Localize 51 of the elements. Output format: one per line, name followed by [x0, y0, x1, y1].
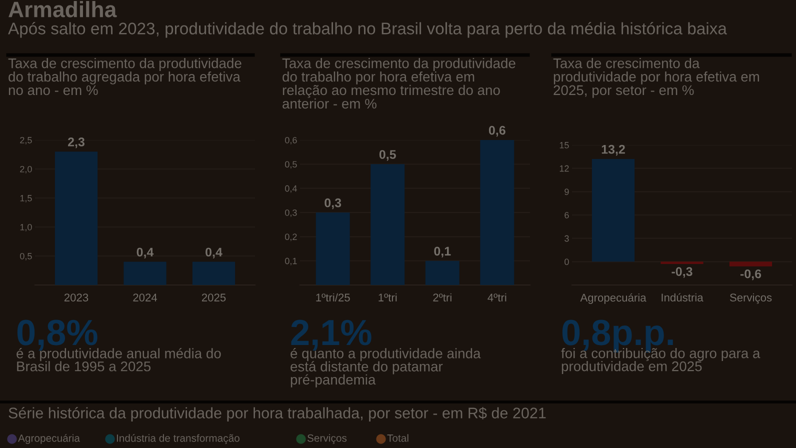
y-tick-label: 3 [564, 235, 569, 242]
y-tick-label: 0 [564, 258, 569, 266]
bar [370, 164, 405, 285]
y-tick-label: 1,5 [20, 195, 32, 202]
x-tick-label: 2023 [64, 294, 88, 302]
x-tick-label: 1ºtri/25 [316, 293, 350, 302]
chart-title: Taxa de crescimento da produtividade do trabalho por hora efetiva em relação ao mesmo trimestre do ano anterior - em % [282, 58, 516, 109]
y-tick-label: 0,2 [285, 234, 297, 242]
text: Agropecuária [18, 434, 80, 444]
data-label: 2,3 [68, 138, 84, 148]
text: Após salto em 2023, produtividade do trabalho no Brasil volta para perto da média histórica baixa [8, 22, 727, 38]
chart-title: Taxa de crescimento da produtividade por hora efetiva em 2025, por setor - em % [553, 58, 759, 98]
x-tick-label: Indústria [662, 293, 704, 302]
y-tick-label: 0,4 [285, 185, 297, 193]
y-tick-label: 0,6 [285, 136, 297, 144]
y-tick-label: 2,0 [20, 166, 32, 174]
text: Armadilha [8, 1, 117, 18]
bar [316, 212, 350, 285]
y-tick-label: 0,3 [285, 209, 297, 217]
bar [480, 140, 514, 285]
data-label: 0,6 [488, 126, 506, 137]
x-tick-label: 2024 [133, 294, 158, 302]
y-tick-label: 0,5 [20, 252, 32, 260]
data-label: -0,3 [672, 267, 692, 278]
x-tick-label: Agropecuária [580, 293, 646, 304]
data-label: 0,4 [136, 248, 154, 258]
data-label: 13,2 [602, 144, 625, 156]
y-tick-label: 0,1 [285, 258, 297, 266]
text: Serviços [307, 434, 347, 444]
chart-title: Taxa de crescimento da produtividade do trabalho agregada por hora efetiva no ano - em % [8, 58, 242, 96]
y-tick-label: 1,0 [20, 224, 32, 232]
x-tick-label: 4ºtri [488, 293, 506, 302]
text: Série histórica da produtividade por hora trabalhada, por setor - em R$ de 2021 [8, 407, 546, 422]
y-tick-label: 0,5 [285, 161, 297, 169]
data-label: 0,1 [434, 246, 451, 258]
y-tick-label: 15 [560, 142, 569, 148]
data-label: 0,5 [379, 150, 396, 161]
bar [425, 260, 460, 285]
x-tick-label: 1ºtri [378, 293, 397, 302]
x-tick-label: Serviços [730, 293, 772, 304]
data-label: 0,3 [324, 198, 342, 210]
data-label: -0,6 [740, 269, 762, 280]
text: Total [387, 434, 408, 442]
x-tick-label: 2ºtri [433, 293, 452, 302]
y-tick-label: 6 [564, 212, 569, 218]
y-tick-label: 2,5 [20, 136, 32, 144]
text: Indústria de transformação [116, 434, 240, 444]
y-tick-label: 9 [564, 188, 569, 196]
y-tick-label: 12 [560, 165, 569, 172]
data-label: 0,4 [206, 248, 222, 258]
x-tick-label: 2025 [202, 294, 226, 302]
